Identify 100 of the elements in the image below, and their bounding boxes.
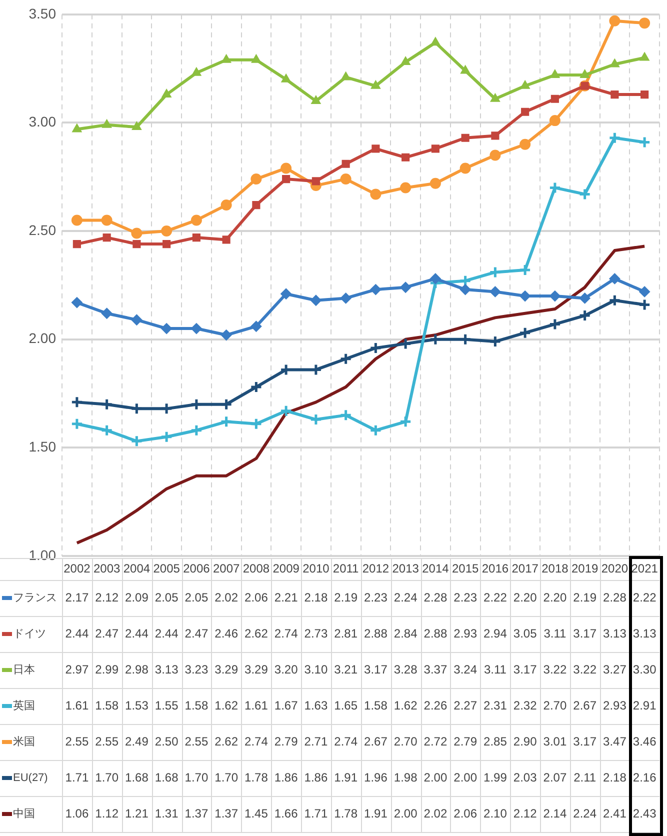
data-label: 2.05: [154, 590, 179, 604]
data-label: 2.70: [543, 698, 567, 712]
y-tick-label: 2.00: [28, 330, 56, 346]
data-label: 3.11: [484, 662, 507, 676]
data-label: 1.70: [95, 770, 119, 784]
data-label: 1.62: [394, 698, 418, 712]
data-label: 2.18: [304, 590, 328, 604]
data-label: 2.23: [454, 590, 478, 604]
data-label: 1.58: [95, 698, 119, 712]
y-tick-label: 2.50: [28, 222, 56, 238]
x-tick-label: 2013: [392, 561, 420, 576]
x-tick-label: 2012: [362, 561, 390, 576]
data-label: 2.46: [214, 626, 238, 640]
data-label: 3.10: [304, 662, 328, 676]
data-label: 1.86: [304, 770, 328, 784]
legend-label: 米国: [13, 735, 35, 748]
data-label: 2.67: [364, 734, 388, 748]
y-tick-label: 1.50: [28, 438, 56, 455]
data-label: 2.85: [484, 734, 508, 748]
data-label: 2.16: [632, 770, 657, 784]
data-label: 2.32: [513, 698, 538, 712]
data-label: 3.29: [214, 662, 238, 676]
legend-label: 英国: [13, 699, 35, 712]
data-label: 2.62: [214, 734, 238, 748]
data-label: 2.93: [454, 626, 478, 640]
data-label: 1.68: [154, 770, 179, 784]
x-tick-label: 2010: [302, 561, 330, 576]
data-label: 1.63: [304, 698, 328, 712]
data-label: 2.90: [513, 734, 538, 748]
data-label: 2.06: [244, 590, 268, 604]
data-label: 2.19: [573, 590, 597, 604]
data-label: 3.17: [513, 662, 538, 676]
data-label: 2.20: [543, 590, 567, 604]
data-label: 2.71: [304, 734, 328, 748]
x-tick-label: 2017: [512, 561, 539, 576]
data-label: 3.13: [154, 662, 179, 676]
data-label: 2.22: [632, 590, 657, 604]
legend-label: 日本: [13, 663, 35, 676]
data-label: 3.17: [364, 662, 388, 676]
x-tick-label: 2005: [153, 561, 180, 576]
data-label: 3.13: [632, 626, 657, 640]
data-label: 1.37: [214, 806, 238, 820]
data-label: 1.70: [184, 770, 208, 784]
x-tick-label: 2016: [482, 561, 509, 576]
data-label: 2.88: [364, 626, 388, 640]
data-label: 2.28: [603, 590, 627, 604]
data-label: 3.21: [334, 662, 358, 676]
data-label: 2.44: [125, 626, 149, 640]
data-label: 3.11: [544, 626, 566, 640]
data-label: 2.10: [484, 806, 508, 820]
data-label: 2.17: [65, 590, 89, 604]
data-label: 1.99: [484, 770, 508, 784]
x-tick-label: 2019: [571, 561, 598, 576]
data-label: 2.26: [424, 698, 448, 712]
data-label: 2.73: [304, 626, 328, 640]
x-tick-label: 2015: [452, 561, 479, 576]
data-label: 2.99: [95, 662, 119, 676]
data-label: 1.37: [184, 806, 208, 820]
data-label: 3.17: [573, 734, 597, 748]
data-label: 2.49: [125, 734, 149, 748]
legend-label: EU(27): [13, 772, 48, 784]
data-label: 1.96: [364, 770, 388, 784]
data-label: 2.81: [334, 626, 358, 640]
data-label: 2.41: [603, 806, 627, 820]
x-tick-label: 2006: [183, 561, 210, 576]
data-label: 1.98: [394, 770, 418, 784]
data-label: 1.91: [334, 770, 358, 784]
data-label: 2.12: [95, 590, 119, 604]
data-label: 2.47: [184, 626, 208, 640]
data-label: 2.74: [274, 626, 298, 640]
data-label: 3.23: [184, 662, 208, 676]
data-label: 3.17: [573, 626, 597, 640]
data-label: 2.00: [424, 770, 448, 784]
data-label: 3.24: [454, 662, 478, 676]
data-label: 2.31: [484, 698, 508, 712]
data-label: 1.71: [304, 806, 328, 820]
data-label: 2.43: [632, 806, 657, 820]
data-label: 3.29: [244, 662, 268, 676]
x-tick-label: 2002: [64, 561, 91, 576]
data-label: 2.67: [573, 698, 597, 712]
data-label: 1.91: [364, 806, 388, 820]
data-label: 2.84: [394, 626, 418, 640]
data-label: 2.07: [543, 770, 567, 784]
x-tick-label: 2003: [93, 561, 120, 576]
x-tick-label: 2014: [422, 561, 450, 576]
data-label: 1.67: [274, 698, 298, 712]
data-label: 2.74: [334, 734, 358, 748]
data-label: 2.03: [513, 770, 538, 784]
data-label: 3.20: [274, 662, 298, 676]
data-label: 1.45: [244, 806, 268, 820]
x-tick-label: 2020: [601, 561, 628, 576]
data-label: 1.55: [154, 698, 179, 712]
data-label: 2.50: [154, 734, 179, 748]
data-label: 1.66: [274, 806, 298, 820]
data-label: 2.06: [454, 806, 478, 820]
data-label: 2.72: [424, 734, 448, 748]
data-label: 2.24: [394, 590, 418, 604]
data-label: 1.06: [65, 806, 89, 820]
data-label: 2.55: [65, 734, 89, 748]
y-tick-label: 3.00: [28, 114, 56, 130]
